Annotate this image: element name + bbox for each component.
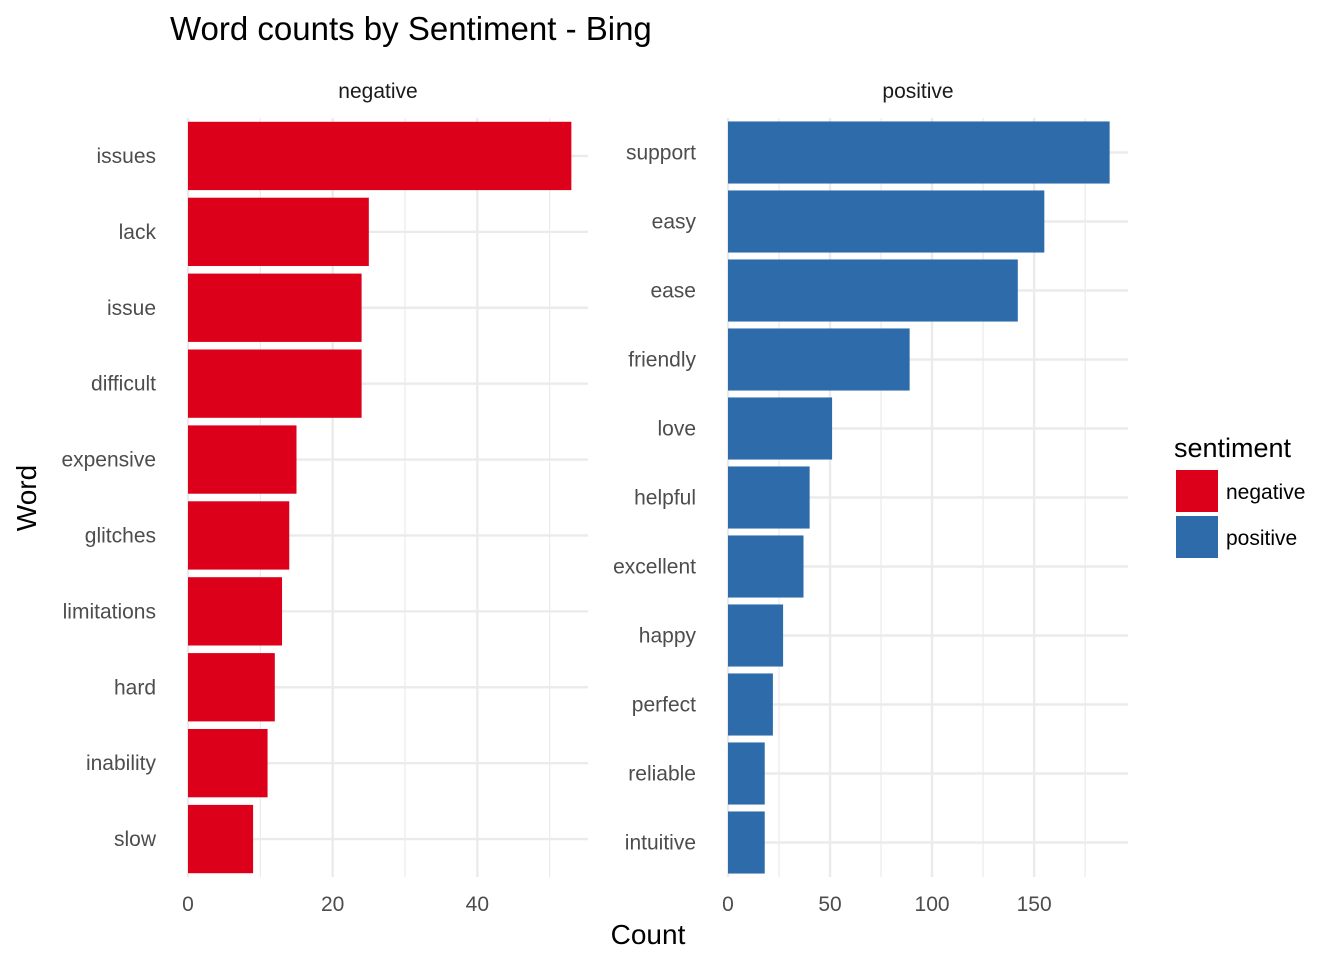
- bar-negative-limitations: [188, 577, 283, 646]
- bar-negative-issues: [188, 121, 572, 191]
- x-tick-label: 40: [466, 893, 489, 916]
- bar-positive-perfect: [728, 673, 773, 736]
- y-tick-label: easy: [652, 211, 697, 234]
- bar-positive-ease: [728, 259, 1018, 322]
- y-tick-label: reliable: [628, 763, 696, 786]
- x-axis-title: Count: [611, 919, 686, 950]
- legend: sentiment negative positive: [1174, 433, 1305, 558]
- y-tick-label: love: [657, 418, 696, 441]
- y-tick-label: support: [626, 142, 696, 165]
- bar-negative-hard: [188, 653, 275, 722]
- y-tick-label: hard: [114, 676, 156, 699]
- y-tick-label: slow: [114, 828, 157, 851]
- facet-panel-positive: positive 0 50 100 150 support easy ease friendl…: [613, 80, 1128, 916]
- x-tick-label: 0: [722, 893, 734, 916]
- legend-swatch-negative: [1176, 470, 1218, 512]
- y-tick-label: helpful: [634, 487, 696, 510]
- bar-positive-reliable: [728, 742, 765, 805]
- chart-title: Word counts by Sentiment - Bing: [170, 10, 652, 47]
- bar-positive-excellent: [728, 535, 804, 598]
- x-tick-label: 20: [321, 893, 344, 916]
- legend-label-negative: negative: [1226, 481, 1305, 504]
- y-tick-label: friendly: [628, 349, 696, 372]
- y-tick-label: issue: [107, 297, 156, 320]
- legend-swatch-positive: [1176, 516, 1218, 558]
- legend-label-positive: positive: [1226, 527, 1297, 550]
- facet-strip-positive: positive: [882, 80, 953, 103]
- facet-panel-negative: negative 0 20 40 issues lack issue difficult ex…: [61, 80, 588, 916]
- bar-negative-lack: [188, 197, 369, 267]
- y-tick-label: happy: [639, 625, 697, 648]
- y-tick-label: intuitive: [625, 832, 696, 855]
- legend-title: sentiment: [1174, 433, 1292, 463]
- bar-positive-helpful: [728, 466, 810, 529]
- bar-negative-issue: [188, 273, 362, 342]
- x-tick-label: 150: [1017, 893, 1052, 916]
- x-tick-label: 50: [818, 893, 841, 916]
- bar-positive-easy: [728, 190, 1045, 253]
- y-tick-label: glitches: [85, 524, 156, 547]
- bar-negative-slow: [188, 804, 254, 874]
- y-tick-label: excellent: [613, 556, 696, 579]
- bar-negative-difficult: [188, 349, 362, 418]
- y-tick-label: issues: [96, 145, 156, 168]
- bar-negative-inability: [188, 728, 268, 798]
- bar-positive-intuitive: [728, 811, 765, 874]
- x-tick-label: 100: [915, 893, 950, 916]
- y-tick-label: perfect: [632, 694, 696, 717]
- bar-positive-support: [728, 121, 1110, 184]
- y-tick-label: limitations: [63, 600, 156, 623]
- y-axis-title: Word: [11, 465, 42, 531]
- bar-positive-friendly: [728, 328, 910, 391]
- y-tick-label: ease: [650, 280, 696, 303]
- bar-negative-glitches: [188, 501, 290, 570]
- y-tick-label: expensive: [61, 449, 156, 472]
- x-tick-label: 0: [182, 893, 194, 916]
- y-tick-label: lack: [119, 221, 157, 244]
- y-tick-label: inability: [86, 752, 157, 775]
- facet-strip-negative: negative: [338, 80, 417, 103]
- bar-positive-happy: [728, 604, 784, 667]
- y-tick-label: difficult: [91, 373, 156, 396]
- bar-positive-love: [728, 397, 833, 460]
- bar-negative-expensive: [188, 425, 297, 494]
